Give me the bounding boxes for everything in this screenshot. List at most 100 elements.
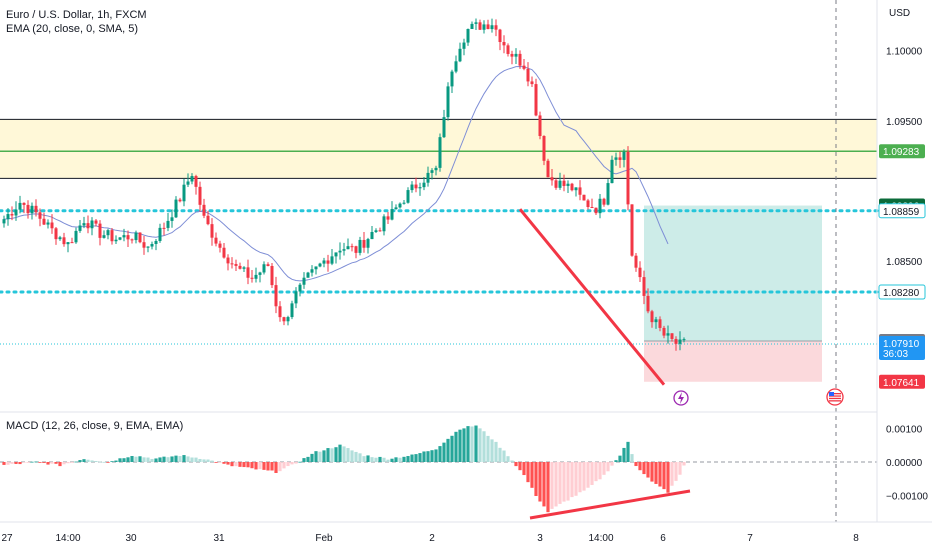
candle-body bbox=[422, 182, 426, 188]
ema-indicator-label[interactable]: EMA (20, close, 0, SMA, 5) bbox=[6, 23, 139, 35]
macd-histogram-bar bbox=[330, 448, 334, 462]
candle-body bbox=[226, 257, 230, 264]
candle-body bbox=[310, 269, 314, 273]
macd-histogram-bar bbox=[58, 462, 62, 467]
macd-histogram-bar bbox=[226, 462, 230, 465]
candle-body bbox=[222, 247, 226, 258]
candle-body bbox=[626, 151, 630, 205]
candle-body bbox=[398, 203, 402, 208]
macd-histogram-bar bbox=[46, 462, 50, 465]
macd-histogram-bar bbox=[450, 435, 454, 462]
macd-histogram-bar bbox=[270, 462, 274, 471]
macd-histogram-bar bbox=[154, 458, 158, 462]
candle-body bbox=[522, 65, 526, 69]
macd-histogram-bar bbox=[422, 451, 426, 462]
candle-body bbox=[482, 24, 486, 30]
macd-histogram-bar bbox=[318, 451, 322, 462]
price-tick-label: 1.08500 bbox=[886, 257, 923, 268]
macd-histogram-bar bbox=[138, 456, 142, 462]
candle-body bbox=[46, 222, 50, 225]
candle-body bbox=[642, 277, 646, 296]
candle-body bbox=[202, 204, 206, 216]
candle-body bbox=[306, 272, 310, 278]
candle-body bbox=[30, 205, 34, 214]
macd-histogram-bar bbox=[194, 457, 198, 462]
candle-body bbox=[90, 220, 94, 229]
macd-histogram-bar bbox=[354, 451, 358, 462]
candle-body bbox=[618, 157, 622, 160]
candle-body bbox=[650, 311, 654, 323]
candle-body bbox=[266, 264, 270, 266]
price-tag-label: 1.07641 bbox=[883, 378, 920, 389]
symbol-label[interactable]: Euro / U.S. Dollar, 1h, FXCM bbox=[6, 9, 147, 21]
candle-body bbox=[170, 217, 174, 221]
candle-body bbox=[214, 237, 218, 244]
candle-body bbox=[146, 246, 150, 248]
candle-body bbox=[66, 242, 70, 245]
candle-body bbox=[126, 235, 130, 240]
macd-histogram-bar bbox=[278, 462, 282, 472]
candle-body bbox=[298, 284, 302, 292]
macd-histogram-bar bbox=[630, 454, 634, 462]
candle-body bbox=[518, 53, 522, 66]
candle-body bbox=[558, 180, 562, 188]
macd-histogram-bar bbox=[74, 461, 78, 463]
time-tick-label: 31 bbox=[213, 533, 225, 544]
candle-body bbox=[50, 222, 54, 229]
candle-body bbox=[566, 183, 570, 186]
macd-histogram-bar bbox=[14, 462, 18, 464]
macd-histogram-bar bbox=[478, 428, 482, 462]
candle-body bbox=[378, 230, 382, 232]
candle-body bbox=[434, 167, 438, 171]
macd-histogram-bar bbox=[538, 462, 542, 502]
candle-body bbox=[362, 239, 366, 248]
macd-tick-label: 0.00000 bbox=[886, 458, 923, 469]
macd-histogram-bar bbox=[390, 458, 394, 462]
ema-line bbox=[3, 65, 669, 282]
flag-canton bbox=[829, 392, 834, 396]
macd-histogram-bar bbox=[506, 456, 510, 462]
candle-body bbox=[194, 176, 198, 187]
macd-histogram-bar bbox=[398, 457, 402, 462]
candle-body bbox=[550, 177, 554, 181]
macd-histogram-bar bbox=[562, 462, 566, 502]
candle-body bbox=[410, 184, 414, 191]
price-tag bbox=[878, 284, 926, 300]
macd-histogram-bar bbox=[634, 462, 638, 467]
macd-histogram-bar bbox=[550, 462, 554, 509]
candle-body bbox=[262, 264, 266, 273]
candle-body bbox=[70, 242, 74, 244]
price-tag-label: 1.09283 bbox=[883, 147, 920, 158]
macd-histogram-bar bbox=[34, 461, 38, 463]
macd-histogram-bar bbox=[618, 455, 622, 462]
macd-histogram-bar bbox=[430, 450, 434, 462]
macd-histogram-bar bbox=[542, 462, 546, 507]
macd-trendline bbox=[529, 489, 691, 520]
macd-histogram-bar bbox=[66, 462, 70, 464]
countdown-label: 36:03 bbox=[883, 349, 908, 360]
candle-body bbox=[498, 29, 502, 43]
macd-histogram-bar bbox=[282, 462, 286, 469]
macd-layer bbox=[0, 411, 877, 520]
macd-histogram-bar bbox=[22, 462, 26, 463]
macd-histogram-bar bbox=[418, 453, 422, 462]
candle-body bbox=[506, 45, 510, 54]
macd-histogram-bar bbox=[214, 462, 218, 463]
macd-histogram-bar bbox=[446, 438, 450, 462]
candle-body bbox=[450, 71, 454, 87]
macd-histogram-bar bbox=[382, 457, 386, 462]
candle-body bbox=[22, 202, 26, 205]
candle-body bbox=[250, 277, 254, 279]
candle-body bbox=[462, 42, 466, 49]
candle-body bbox=[334, 252, 338, 257]
candle-body bbox=[274, 285, 278, 307]
macd-histogram-bar bbox=[346, 448, 350, 462]
candle-body bbox=[446, 86, 450, 118]
candle-body bbox=[230, 263, 234, 265]
candle-body bbox=[602, 198, 606, 205]
macd-indicator-label[interactable]: MACD (12, 26, close, 9, EMA, EMA) bbox=[6, 420, 184, 432]
macd-histogram-bar bbox=[258, 462, 262, 470]
candle-body bbox=[454, 61, 458, 72]
candle-body bbox=[402, 202, 406, 204]
